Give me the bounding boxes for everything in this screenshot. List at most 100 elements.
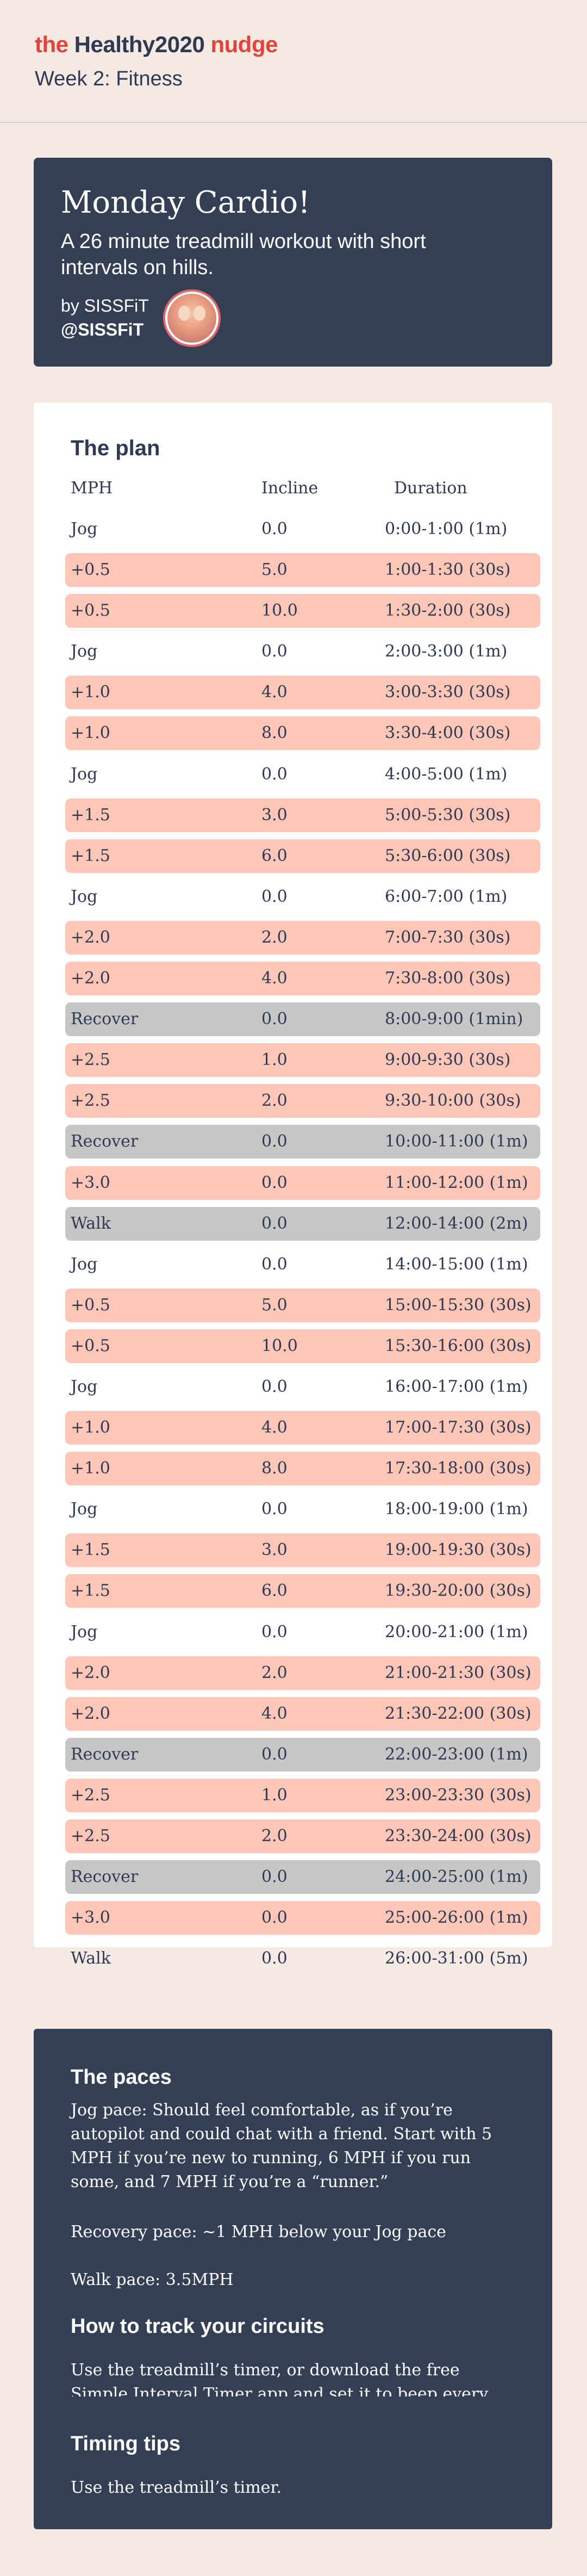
row-mph: +0.5: [71, 560, 110, 580]
row-duration: 5:30-6:00 (30s): [385, 846, 511, 865]
plan-row: Jog 0.0 16:00-17:00 (1m): [65, 1370, 540, 1404]
row-mph: Jog: [71, 1254, 98, 1274]
row-mph: +1.5: [71, 1581, 110, 1601]
track-text: Use the treadmill’s timer, or download t…: [71, 2361, 489, 2397]
row-duration: 23:30-24:00 (30s): [385, 1826, 532, 1846]
row-incline: 5.0: [261, 560, 288, 580]
row-duration: 9:30-10:00 (30s): [385, 1091, 521, 1111]
row-incline: 2.0: [261, 927, 288, 947]
plan-row: +1.0 8.0 17:30-18:00 (30s): [65, 1452, 540, 1486]
row-incline: 0.0: [261, 1908, 288, 1928]
row-incline: 3.0: [261, 805, 288, 825]
workout-hero-card: Monday Cardio! A 26 minute treadmill wor…: [34, 158, 552, 367]
row-mph: +1.0: [71, 723, 110, 743]
row-mph: +3.0: [71, 1173, 110, 1192]
row-duration: 19:00-19:30 (30s): [385, 1540, 532, 1560]
row-duration: 3:30-4:00 (30s): [385, 723, 511, 743]
row-incline: 0.0: [261, 1132, 288, 1151]
row-incline: 10.0: [261, 1336, 298, 1355]
plan-row: +1.5 3.0 19:00-19:30 (30s): [65, 1533, 540, 1568]
plan-row: +3.0 0.0 11:00-12:00 (1m): [65, 1166, 540, 1200]
row-duration: 15:00-15:30 (30s): [385, 1295, 532, 1315]
plan-row: Recover 0.0 10:00-11:00 (1m): [65, 1125, 540, 1159]
brand-logo[interactable]: the Healthy2020 nudge: [35, 32, 278, 58]
row-incline: 0.0: [261, 1010, 288, 1029]
plan-row: +0.5 5.0 15:00-15:30 (30s): [65, 1288, 540, 1322]
brand-prefix: the: [35, 32, 68, 57]
row-duration: 12:00-14:00 (2m): [385, 1213, 528, 1233]
plan-row: Recover 0.0 22:00-23:00 (1m): [65, 1737, 540, 1772]
row-mph: +1.0: [71, 683, 110, 702]
row-duration: 10:00-11:00 (1m): [385, 1132, 528, 1151]
plan-row: +2.0 4.0 21:30-22:00 (30s): [65, 1696, 540, 1731]
row-duration: 18:00-19:00 (1m): [385, 1500, 528, 1519]
tips-title: Timing tips: [71, 2432, 180, 2455]
row-duration: 16:00-17:00 (1m): [385, 1377, 528, 1396]
row-duration: 19:30-20:00 (30s): [385, 1581, 532, 1601]
row-mph: +2.5: [71, 1826, 110, 1846]
row-incline: 1.0: [261, 1050, 288, 1070]
row-mph: +2.0: [71, 927, 110, 947]
row-duration: 6:00-7:00 (1m): [385, 887, 508, 906]
brand-name: Healthy2020: [74, 32, 205, 57]
author-handle[interactable]: @SISSFiT: [61, 320, 144, 339]
row-duration: 14:00-15:00 (1m): [385, 1254, 528, 1274]
row-mph: Recover: [71, 1744, 139, 1764]
walk-pace-text: Walk pace: 3.5MPH: [71, 2270, 234, 2289]
page-header: the Healthy2020 nudge Week 2: Fitness: [0, 0, 587, 123]
row-incline: 4.0: [261, 1418, 288, 1438]
row-mph: +1.5: [71, 1540, 110, 1560]
row-duration: 4:00-5:00 (1m): [385, 764, 508, 784]
row-incline: 0.0: [261, 1173, 288, 1192]
row-duration: 21:00-21:30 (30s): [385, 1663, 532, 1682]
row-mph: Jog: [71, 642, 98, 661]
row-incline: 0.0: [261, 1867, 288, 1887]
column-header-duration: Duration: [394, 479, 467, 498]
plan-row: Jog 0.0 14:00-15:00 (1m): [65, 1248, 540, 1281]
row-mph: +2.5: [71, 1785, 110, 1805]
row-mph: +1.0: [71, 1459, 110, 1478]
plan-row: +1.5 3.0 5:00-5:30 (30s): [65, 798, 540, 832]
row-duration: 17:00-17:30 (30s): [385, 1418, 532, 1438]
workout-title: Monday Cardio!: [61, 185, 310, 220]
row-duration: 24:00-25:00 (1m): [385, 1867, 528, 1887]
author-by-line: by SISSFiT: [61, 296, 149, 315]
plan-row: +0.5 5.0 1:00-1:30 (30s): [65, 553, 540, 587]
row-duration: 11:00-12:00 (1m): [385, 1173, 528, 1192]
row-incline: 6.0: [261, 846, 288, 865]
row-mph: Walk: [71, 1213, 111, 1233]
plan-row: +2.5 1.0 9:00-9:30 (30s): [65, 1043, 540, 1078]
row-mph: +2.0: [71, 1704, 110, 1723]
row-incline: 4.0: [261, 969, 288, 988]
recovery-pace-text: Recovery pace: ~1 MPH below your Jog pac…: [71, 2222, 446, 2241]
row-incline: 2.0: [261, 1091, 288, 1111]
row-mph: Recover: [71, 1867, 139, 1887]
plan-row: +0.5 10.0 15:30-16:00 (30s): [65, 1329, 540, 1363]
author-avatar[interactable]: [165, 292, 218, 345]
row-mph: +2.5: [71, 1091, 110, 1111]
row-duration: 20:00-21:00 (1m): [385, 1622, 528, 1642]
row-duration: 21:30-22:00 (30s): [385, 1704, 532, 1723]
row-incline: 6.0: [261, 1581, 288, 1601]
row-incline: 8.0: [261, 1459, 288, 1478]
row-incline: 0.0: [261, 1377, 288, 1396]
row-mph: +1.0: [71, 1418, 110, 1438]
row-mph: Jog: [71, 887, 98, 906]
plan-row: Jog 0.0 2:00-3:00 (1m): [65, 635, 540, 668]
row-mph: Jog: [71, 1377, 98, 1396]
plan-row: +2.0 4.0 7:30-8:00 (30s): [65, 962, 540, 996]
row-mph: Recover: [71, 1132, 139, 1151]
column-header-incline: Incline: [261, 479, 319, 498]
row-mph: Jog: [71, 1500, 98, 1519]
row-mph: +0.5: [71, 1336, 110, 1355]
plan-row: Walk 0.0 12:00-14:00 (2m): [65, 1206, 540, 1241]
author-block: by SISSFiT @SISSFiT: [61, 294, 149, 342]
plan-title: The plan: [71, 436, 160, 460]
row-duration: 15:30-16:00 (30s): [385, 1336, 532, 1355]
row-incline: 8.0: [261, 723, 288, 743]
plan-row: +2.5 1.0 23:00-23:30 (30s): [65, 1778, 540, 1812]
row-duration: 17:30-18:00 (30s): [385, 1459, 532, 1478]
row-duration: 7:00-7:30 (30s): [385, 927, 511, 947]
row-incline: 5.0: [261, 1295, 288, 1315]
row-mph: +0.5: [71, 1295, 110, 1315]
